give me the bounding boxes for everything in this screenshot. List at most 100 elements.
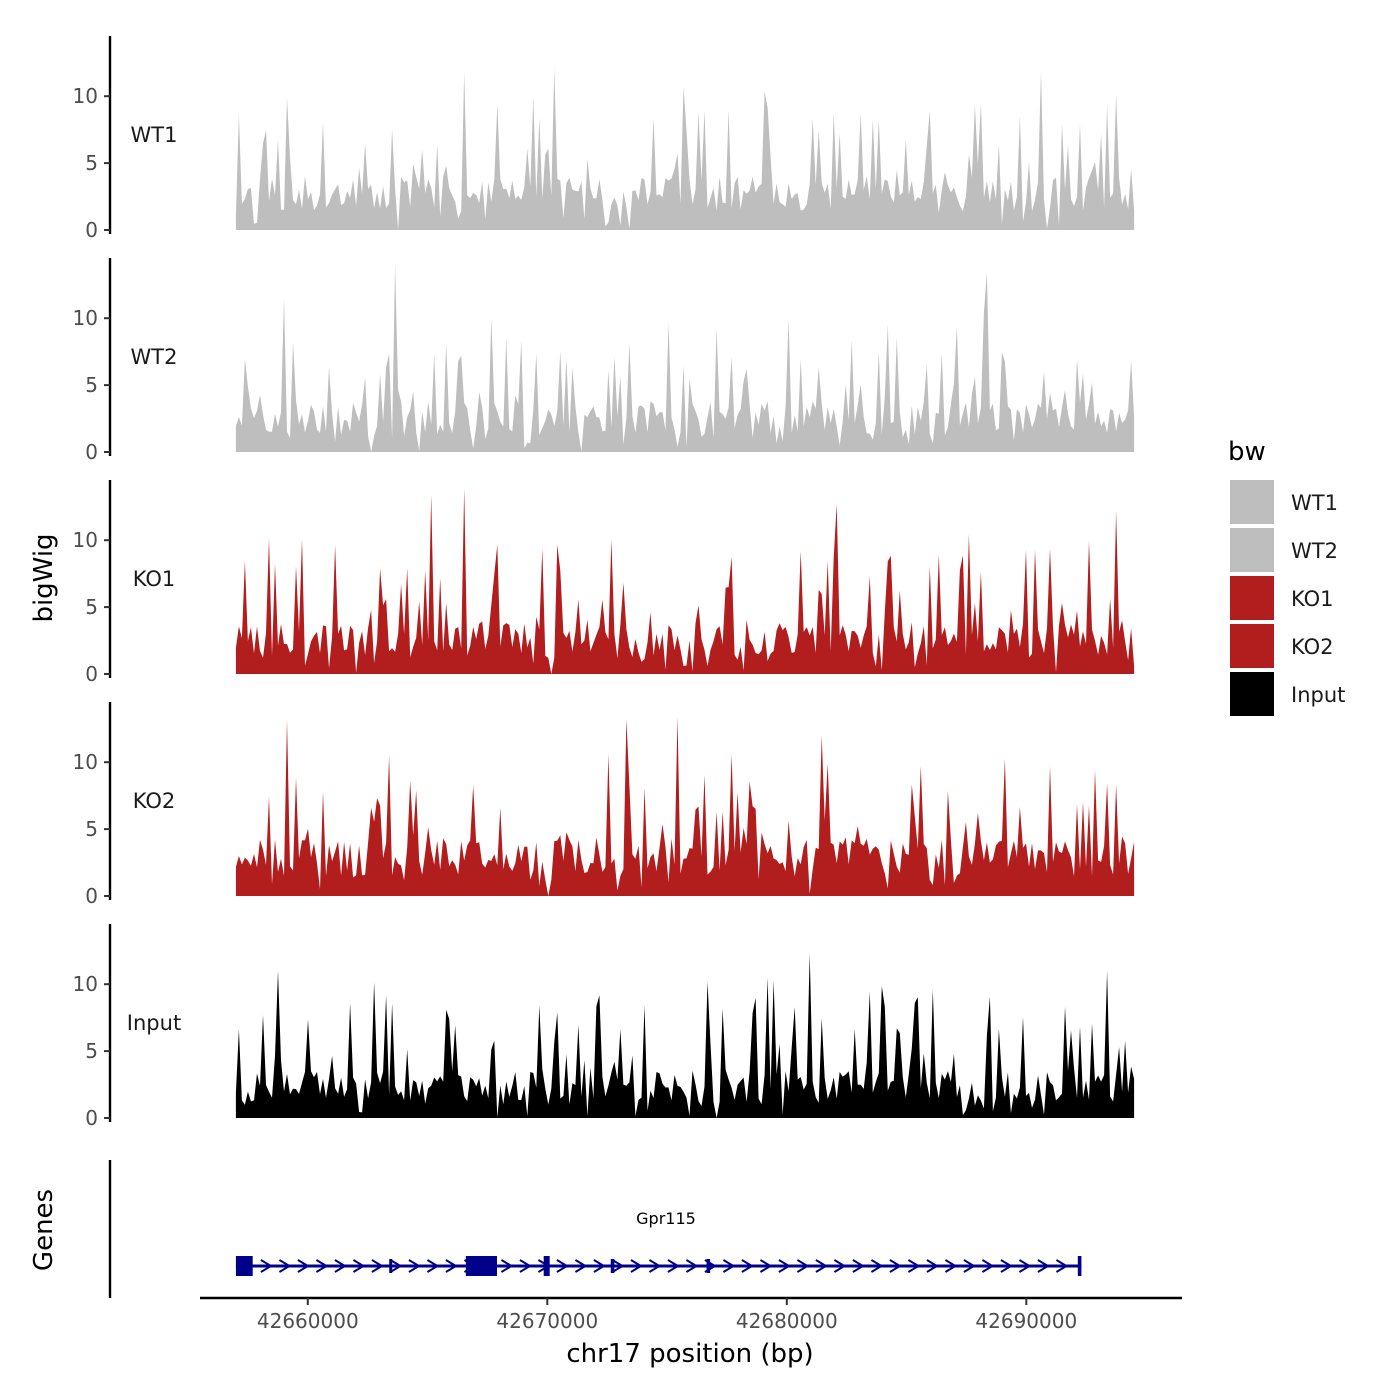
gene-exon [1077,1256,1082,1276]
strand-arrow [944,1259,958,1273]
track-input: 0 5 10 Input [73,924,1135,1130]
y-tick-label: 0 [85,1106,98,1130]
strand-arrow [852,1259,865,1273]
strand-arrow [389,1259,403,1273]
coverage-area-ko2 [235,716,1135,896]
x-axis: 42660000 42670000 42680000 42690000 [200,1296,1182,1333]
strand-arrow [870,1259,884,1273]
strand-arrow [778,1259,791,1273]
strand-arrow [889,1259,902,1273]
track-wt2: 0 5 10 WT2 [73,258,1135,464]
legend-label-wt2: WT2 [1291,539,1338,563]
track-ko2: 0 5 10 KO2 [73,702,1135,908]
legend-swatch-input [1230,672,1274,716]
y-tick-label: 10 [73,306,98,330]
track-label-wt1: WT1 [131,123,178,147]
track-wt1: 0 5 10 WT1 [73,36,1135,242]
strand-arrow [796,1259,810,1273]
y-tick-label: 5 [85,373,98,397]
gene-exon [706,1259,711,1273]
coverage-area-wt2 [235,264,1135,452]
strand-arrow [260,1259,273,1273]
y-tick-label: 5 [85,817,98,841]
y-tick-label: 0 [85,440,98,464]
strand-arrow [1000,1259,1013,1273]
strand-arrow [445,1259,458,1273]
x-tick-label: 42660000 [257,1309,359,1333]
gene-gpr115: Gpr115 [235,1209,1082,1276]
x-tick-label: 42690000 [975,1309,1077,1333]
y-tick-label: 0 [85,218,98,242]
strand-arrow [334,1259,347,1273]
strand-arrow [574,1259,588,1273]
y-tick-label: 5 [85,1039,98,1063]
legend: bw WT1 WT2 KO1 KO2 Input [1228,437,1345,716]
y-tick-label: 10 [73,84,98,108]
y-tick-label: 5 [85,595,98,619]
legend-label-ko2: KO2 [1291,635,1334,659]
y-tick-label: 0 [85,662,98,686]
strand-arrow [297,1259,310,1273]
tracks-layer: 0 5 10 WT1 0 5 10 WT2 0 5 10 KO1 0 5 10 KO2 0 5 10 Input [73,36,1135,1130]
y-tick-label: 10 [73,750,98,774]
strand-arrow [593,1259,606,1273]
coverage-area-input [235,953,1135,1118]
gene-exon [465,1256,497,1276]
strand-arrow [963,1259,976,1273]
strand-arrow [556,1259,569,1273]
genes-panel: Gpr115 [108,1160,1082,1298]
strand-arrow [352,1259,366,1273]
strand-arrow [315,1259,329,1273]
coverage-area-ko1 [235,488,1135,674]
y-tick-label: 10 [73,528,98,552]
legend-swatch-wt1 [1230,480,1274,524]
strand-arrow [519,1259,532,1273]
strand-arrow [907,1259,921,1273]
legend-swatch-wt2 [1230,528,1274,572]
x-axis-title: chr17 position (bp) [566,1339,813,1369]
y-axis-title-bigwig: bigWig [29,533,59,622]
strand-arrow [408,1259,421,1273]
strand-arrow [648,1259,662,1273]
legend-swatch-ko1 [1230,576,1274,620]
strand-arrow [667,1259,680,1273]
legend-swatch-ko2 [1230,624,1274,668]
track-label-input: Input [127,1011,181,1035]
strand-arrow [833,1259,847,1273]
strand-arrow [926,1259,939,1273]
gene-exon [610,1259,615,1273]
y-tick-label: 0 [85,884,98,908]
y-tick-label: 10 [73,972,98,996]
track-label-wt2: WT2 [131,345,178,369]
track-label-ko1: KO1 [133,567,176,591]
strand-arrow [426,1259,440,1273]
legend-title: bw [1228,437,1266,467]
strand-arrow [278,1259,292,1273]
strand-arrow [1018,1259,1032,1273]
strand-arrow [981,1259,995,1273]
gene-exon [389,1259,393,1273]
strand-arrow [630,1259,643,1273]
legend-label-wt1: WT1 [1291,491,1338,515]
strand-arrow [371,1259,384,1273]
strand-arrow [759,1259,773,1273]
strand-arrow [685,1259,699,1273]
gene-exon [235,1256,253,1276]
strand-arrow [741,1259,754,1273]
strand-arrow [815,1259,828,1273]
track-ko1: 0 5 10 KO1 [73,480,1135,686]
legend-label-input: Input [1291,683,1345,707]
x-tick-label: 42680000 [736,1309,838,1333]
strand-arrow [500,1259,514,1273]
coverage-area-wt1 [235,68,1135,230]
legend-label-ko1: KO1 [1291,587,1334,611]
y-tick-label: 5 [85,151,98,175]
track-label-ko2: KO2 [133,789,176,813]
y-axis-title-genes: Genes [29,1189,59,1271]
gene-label: Gpr115 [636,1209,696,1228]
strand-arrow [722,1259,736,1273]
x-tick-label: 42670000 [496,1309,598,1333]
strand-arrow [1037,1259,1050,1273]
strand-arrow [1055,1259,1069,1273]
